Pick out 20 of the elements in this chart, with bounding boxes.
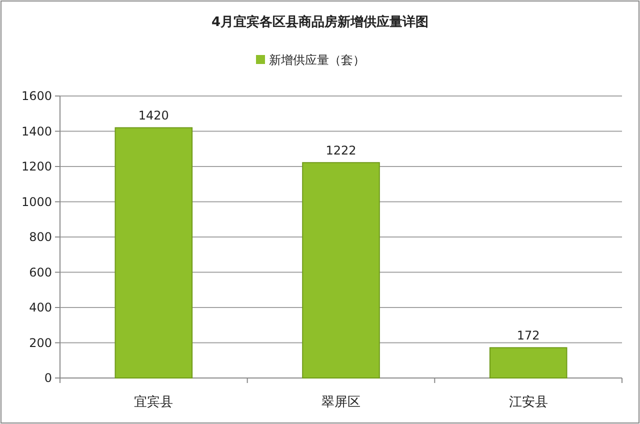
data-label: 172 <box>516 328 540 343</box>
chart-title: 4月宜宾各区县商品房新增供应量详图 <box>211 14 429 30</box>
y-tick-label: 600 <box>29 265 52 280</box>
y-tick-label: 200 <box>29 336 52 350</box>
bar <box>114 127 193 378</box>
bar <box>489 347 568 378</box>
x-tick-label: 江安县 <box>508 394 548 410</box>
y-tick-label: 1000 <box>21 194 52 209</box>
bar <box>302 162 380 378</box>
y-tick-label: 800 <box>29 230 52 244</box>
y-tick-label: 0 <box>44 371 52 385</box>
y-tick-label: 1400 <box>21 124 52 138</box>
y-tick-label: 400 <box>29 300 52 314</box>
x-tick-label: 宜宾县 <box>134 394 174 410</box>
data-label: 1222 <box>326 144 356 158</box>
y-tick-label: 1600 <box>21 89 52 103</box>
legend-label: 新增供应量（套） <box>269 53 365 67</box>
y-tick-label: 1200 <box>21 160 52 174</box>
x-tick-label: 翠屏区 <box>322 395 360 410</box>
data-label: 1420 <box>138 108 169 123</box>
